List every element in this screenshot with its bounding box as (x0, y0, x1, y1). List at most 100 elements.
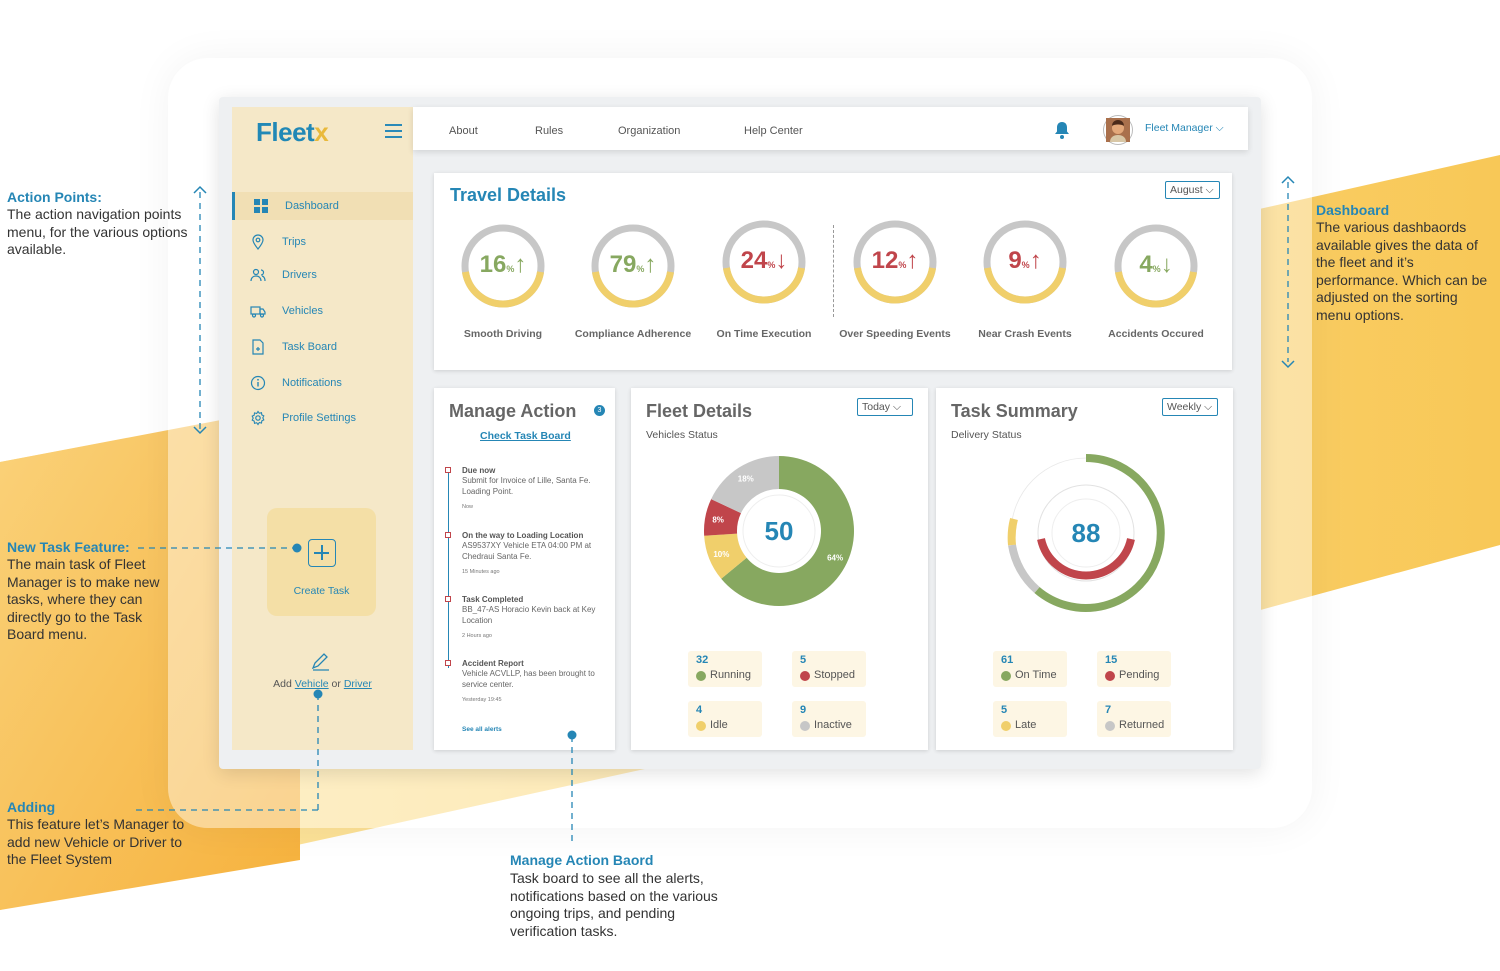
stat-color-dot (1001, 671, 1011, 681)
metric-value: 4%↓ (1106, 251, 1206, 279)
nav-link-help-center[interactable]: Help Center (744, 125, 803, 137)
gauge-ring (591, 224, 675, 308)
fleet-filter-dropdown[interactable]: Today ⌵ (857, 398, 913, 416)
sidebar-item-label: Dashboard (285, 200, 339, 212)
sidebar-item-trips[interactable]: Trips (232, 228, 413, 256)
gauge-ring (983, 220, 1067, 304)
nav-link-rules[interactable]: Rules (535, 125, 564, 137)
alert-time: Now (462, 504, 474, 510)
gauge-ring (722, 220, 806, 304)
metric-value: 79%↑ (583, 251, 683, 279)
app-logo[interactable]: Fleetx (256, 117, 329, 148)
hamburger-menu-icon[interactable] (385, 124, 402, 138)
annotation-manage-board-title: Manage Action Baord (510, 852, 654, 868)
create-task-button[interactable]: Create Task (267, 508, 376, 616)
truck-icon (250, 306, 266, 318)
arrow-up-icon: ↑ (644, 251, 657, 278)
metric-number: 12 (871, 247, 899, 274)
delivery-score: 88 (1072, 518, 1101, 548)
status-stat: 9 Inactive (792, 701, 866, 737)
annotation-new-task-body: The main task of Fleet Manager is to mak… (7, 556, 160, 642)
inner-ring-track (1037, 484, 1135, 582)
alert-count-badge: 3 (594, 405, 605, 416)
metric-value: 24%↓ (714, 247, 814, 275)
nav-link-about[interactable]: About (449, 125, 478, 137)
gauge-ring (1114, 224, 1198, 308)
status-stat: 7 Returned (1097, 701, 1171, 737)
metric-number: 9 (1008, 247, 1022, 274)
sidebar-item-notifications[interactable]: Notifications (232, 369, 413, 397)
see-all-alerts-link[interactable]: See all alerts (462, 726, 502, 733)
timeline-marker (445, 532, 451, 538)
fleet-details-card: Fleet Details Vehicles Status Today ⌵ 64… (631, 388, 928, 750)
metric-label: Compliance Adherence (574, 328, 692, 340)
add-vehicle-link[interactable]: Vehicle (294, 678, 329, 690)
alert-title[interactable]: Task Completed (462, 595, 524, 604)
annotation-new-task-title: New Task Feature: (7, 539, 130, 555)
arrow-up-icon: ↑ (514, 251, 527, 278)
status-stat: 5 Stopped (792, 651, 866, 687)
stat-label: Pending (1119, 669, 1160, 681)
stat-label: Running (710, 669, 751, 681)
month-filter-dropdown[interactable]: August ⌵ (1165, 181, 1220, 199)
stat-label: Late (1015, 719, 1037, 731)
task-filter-dropdown[interactable]: Weekly ⌵ (1162, 398, 1218, 416)
donut-slice-label: 8% (712, 515, 724, 524)
document-icon (252, 339, 264, 355)
create-task-label: Create Task (293, 585, 350, 597)
metric-unit: % (636, 264, 645, 274)
annotation-adding-title: Adding (7, 799, 56, 815)
annotation-manage-board-body: Task board to see all the alerts, notifi… (510, 870, 718, 939)
metric-label: Near Crash Events (978, 328, 1072, 340)
sidebar-item-dashboard[interactable]: Dashboard (232, 192, 413, 220)
metric-label: Accidents Occured (1108, 328, 1204, 340)
timeline-line (448, 468, 449, 668)
alert-title[interactable]: On the way to Loading Location (462, 531, 584, 540)
fleet-details-title: Fleet Details (646, 401, 753, 421)
bell-icon[interactable] (1053, 120, 1071, 140)
top-navigation-bar: About Rules Organization Help Center Fle… (413, 107, 1248, 150)
timeline-marker (445, 660, 451, 666)
stat-color-dot (696, 721, 706, 731)
stat-color-dot (1001, 721, 1011, 731)
add-prefix: Add (273, 678, 295, 690)
sidebar-item-vehicles[interactable]: Vehicles (232, 297, 413, 325)
metric-unit: % (506, 264, 515, 274)
timeline-marker (445, 467, 451, 473)
arrow-up-icon: ↑ (1029, 247, 1042, 274)
logo-text: Fleet (256, 117, 315, 147)
sidebar-item-label: Drivers (282, 269, 317, 281)
alert-title[interactable]: Due now (462, 466, 496, 475)
map-pin-icon (252, 234, 264, 250)
sidebar-item-task-board[interactable]: Task Board (232, 333, 413, 361)
alert-title[interactable]: Accident Report (462, 659, 524, 668)
sidebar-item-profile-settings[interactable]: Profile Settings (232, 404, 413, 432)
vehicle-total: 50 (765, 516, 794, 546)
sidebar: Fleetx Dashboard Trips Drivers Vehicles … (232, 107, 413, 750)
fleet-subtitle: Vehicles Status (646, 429, 718, 441)
sidebar-item-drivers[interactable]: Drivers (232, 261, 413, 289)
status-stat: 15 Pending (1097, 651, 1171, 687)
stat-count: 15 (1105, 654, 1118, 666)
task-summary-title: Task Summary (951, 401, 1078, 421)
gauge-fill (1115, 271, 1197, 308)
user-name: Fleet Manager (1145, 122, 1213, 134)
gauge-fill (592, 271, 674, 308)
travel-details-title: Travel Details (450, 185, 567, 205)
metric-unit: % (1152, 264, 1161, 274)
metric-label: Smooth Driving (463, 328, 543, 340)
user-menu[interactable]: Fleet Manager ⌵ (1145, 122, 1224, 135)
donut-slice (704, 499, 741, 536)
nav-link-organization[interactable]: Organization (618, 125, 681, 137)
user-avatar[interactable] (1104, 116, 1132, 144)
donut-slice-label: 10% (713, 550, 729, 559)
avatar-face-icon (1106, 118, 1130, 142)
donut-slice (721, 456, 854, 606)
gear-icon (251, 410, 265, 426)
gauge-ring (853, 220, 937, 304)
check-task-board-link[interactable]: Check Task Board (480, 430, 571, 442)
alert-body: Submit for Invoice of Lille, Santa Fe. L… (462, 476, 591, 496)
task-filter-value: Weekly (1167, 401, 1202, 413)
add-driver-link[interactable]: Driver (343, 678, 372, 690)
gauge-ring (461, 224, 545, 308)
